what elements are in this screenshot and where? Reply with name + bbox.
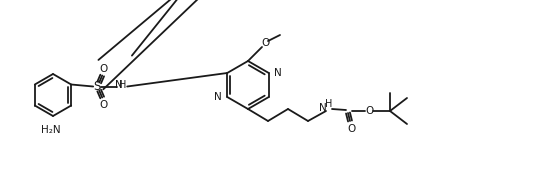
Text: N: N <box>116 80 123 90</box>
Text: N: N <box>274 68 282 78</box>
Text: H₂N: H₂N <box>41 125 61 135</box>
Text: S: S <box>94 80 101 93</box>
Text: N: N <box>215 92 222 102</box>
Text: H: H <box>119 80 127 90</box>
Text: O: O <box>347 124 355 134</box>
Text: O: O <box>366 106 374 116</box>
Text: H: H <box>325 99 332 109</box>
Text: N: N <box>319 103 327 113</box>
Text: O: O <box>262 38 270 48</box>
Text: O: O <box>99 64 107 74</box>
Text: O: O <box>99 100 107 110</box>
